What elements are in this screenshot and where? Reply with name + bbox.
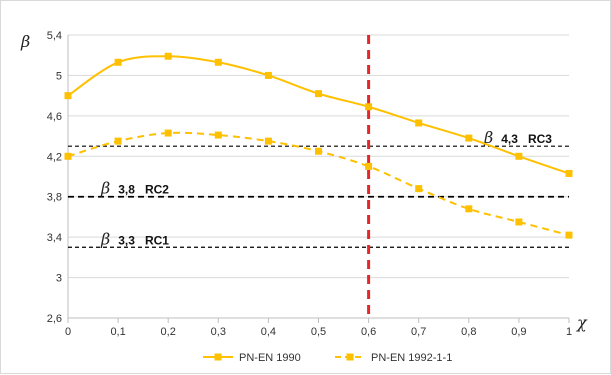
x-axis-symbol: χ: [576, 313, 588, 332]
x-tick-label: 0,2: [161, 326, 176, 338]
x-tick-label: 0,8: [461, 326, 476, 338]
series-pn-en-1992-point: [365, 162, 373, 170]
y-tick-label: 2,6: [47, 313, 62, 325]
series-pn-en-1990-point: [64, 92, 72, 100]
series-pn-en-1992-point: [315, 147, 322, 155]
reliability-level-label: β 3,8 RC2: [100, 179, 169, 198]
x-tick-label: 0,6: [361, 326, 376, 338]
x-tick-label: 1: [566, 326, 572, 338]
series: [64, 52, 573, 239]
series-pn-en-1990-point: [465, 134, 473, 142]
y-tick-label: 5: [56, 70, 62, 82]
series-pn-en-1992-point: [465, 205, 473, 213]
y-tick-label: 3: [56, 273, 62, 285]
x-tick-label: 0,9: [511, 326, 526, 338]
series-pn-en-1990-point: [515, 152, 523, 160]
series-pn-en-1992-point: [264, 137, 272, 145]
level-symbol: β: [100, 179, 110, 198]
series-pn-en-1992-point: [415, 185, 423, 193]
legend-label: PN-EN 1990: [239, 352, 301, 364]
x-tick-label: 0,4: [261, 326, 276, 338]
level-class: RC1: [145, 233, 169, 247]
x-tick-label: 0,7: [411, 326, 426, 338]
level-class: RC2: [145, 183, 169, 197]
series-pn-en-1990-point: [415, 119, 423, 127]
tick-labels: 2,6 3 3,4 3,8 4,2 4,6 5 5,4 0 0,1 0,2 0,3 0,4 0,5 0,6 0…: [20, 30, 588, 338]
series-pn-en-1990-point: [365, 103, 373, 111]
x-tick-label: 0: [65, 326, 71, 338]
series-pn-en-1992-point: [164, 129, 172, 137]
y-tick-label: 3,8: [47, 192, 62, 204]
axes: [67, 35, 570, 323]
legend-marker: [214, 353, 222, 361]
series-pn-en-1992-point: [565, 231, 573, 239]
level-symbol: β: [100, 229, 110, 248]
y-axis-symbol: β: [20, 32, 30, 51]
y-tick-label: 4,2: [47, 151, 62, 163]
y-tick-label: 4,6: [47, 111, 62, 123]
series-pn-en-1992-point: [114, 137, 122, 145]
series-pn-en-1990-point: [315, 90, 322, 98]
series-pn-en-1990-point: [214, 58, 222, 66]
reliability-level-label: β 3,3 RC1: [100, 229, 169, 248]
x-tick-label: 0,3: [211, 326, 226, 338]
reliability-levels: β 4,3 RC3 β 3,8 RC2 β 3,3 RC1: [68, 128, 569, 248]
series-pn-en-1992-point: [64, 152, 72, 160]
series-pn-en-1990-point: [264, 71, 272, 79]
series-pn-en-1992-point: [214, 131, 222, 139]
legend: PN-EN 1990 PN-EN 1992-1-1: [203, 352, 452, 364]
series-pn-en-1992-point: [515, 218, 523, 226]
level-value: 3,3: [118, 233, 135, 247]
y-tick-label: 5,4: [47, 30, 62, 42]
level-class: RC3: [528, 132, 552, 146]
series-pn-en-1990-point: [565, 169, 573, 177]
series-pn-en-1990-point: [114, 58, 122, 66]
y-tick-label: 3,4: [47, 232, 62, 244]
x-tick-label: 0,5: [311, 326, 326, 338]
series-pn-en-1990-point: [164, 52, 172, 60]
reliability-level-label: β 4,3 RC3: [483, 128, 552, 147]
x-tick-label: 0,1: [110, 326, 125, 338]
level-value: 3,8: [118, 183, 135, 197]
gridlines: [68, 34, 569, 319]
level-symbol: β: [483, 128, 493, 147]
level-value: 4,3: [501, 132, 518, 146]
legend-label: PN-EN 1992-1-1: [371, 352, 452, 364]
legend-marker: [346, 353, 354, 361]
